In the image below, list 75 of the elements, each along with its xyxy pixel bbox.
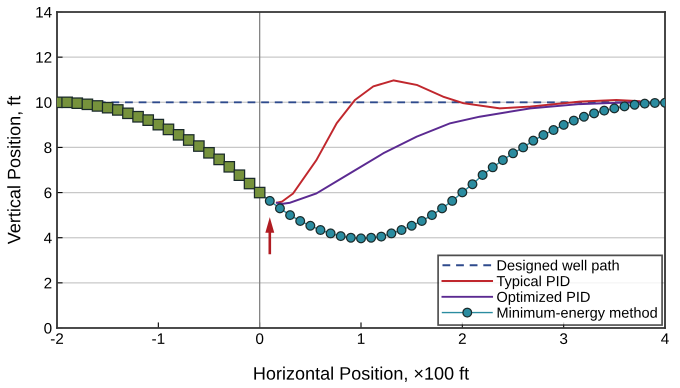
point [447, 196, 458, 206]
y-tick-label: 0 [44, 322, 52, 334]
y-tick-label: 12 [36, 52, 52, 63]
point [437, 203, 448, 214]
point [406, 220, 417, 231]
point [193, 140, 205, 152]
point [366, 232, 376, 243]
point [609, 103, 620, 114]
legend-label: Designed well path [498, 260, 619, 274]
y-tick-label: 10 [36, 97, 52, 108]
point [426, 210, 437, 220]
point [467, 179, 478, 190]
point [234, 169, 246, 182]
point [599, 106, 610, 116]
x-tick-label: -1 [152, 333, 164, 344]
point [538, 130, 548, 140]
point [376, 232, 386, 242]
point [203, 147, 215, 159]
point [508, 148, 518, 158]
point [650, 98, 660, 108]
point [92, 100, 104, 112]
x-tick-label: -2 [50, 333, 64, 344]
point [548, 125, 559, 136]
point [457, 187, 468, 198]
point [356, 233, 366, 244]
point [416, 216, 427, 226]
point [213, 154, 225, 166]
point [223, 161, 236, 173]
point [132, 110, 144, 123]
point [274, 203, 285, 214]
point [182, 134, 195, 146]
point [315, 225, 326, 236]
point [346, 232, 356, 243]
point [305, 220, 316, 231]
point [640, 98, 650, 109]
y-tick-label: 14 [36, 7, 52, 18]
point [518, 142, 528, 152]
point [578, 112, 589, 122]
x-tick-label: 3 [560, 333, 568, 344]
point [528, 136, 538, 146]
point [336, 231, 346, 242]
point [488, 162, 498, 172]
point [142, 114, 154, 126]
point [619, 101, 630, 112]
point [396, 225, 407, 236]
y-tick-label: 8 [44, 142, 52, 154]
y-tick-label: 2 [44, 278, 52, 288]
point [172, 128, 184, 141]
x-tick-label: 1 [358, 333, 365, 344]
x-tick-label: 4 [661, 333, 669, 344]
legend-label: Optimized PID [497, 291, 590, 305]
point [386, 228, 396, 238]
point [326, 228, 336, 238]
point [285, 210, 296, 220]
point [630, 100, 640, 110]
point [295, 216, 306, 226]
point [162, 124, 174, 136]
point [244, 178, 256, 190]
point [264, 196, 275, 206]
point [478, 170, 488, 180]
x-tick-label: 0 [256, 333, 264, 344]
point [498, 155, 508, 166]
point [122, 108, 134, 120]
point [152, 118, 164, 130]
x-tick-label: 2 [458, 333, 466, 344]
point [558, 120, 569, 130]
y-tick-label: 6 [44, 187, 52, 198]
point [568, 116, 579, 126]
y-axis-title: Vertical Position, ft [7, 96, 23, 244]
point [112, 104, 124, 116]
y-tick-label: 4 [44, 232, 52, 244]
legend-label: Minimum-energy method [498, 307, 657, 321]
legend-label: Typical PID [496, 276, 570, 290]
x-axis-title: Horizontal Position, ×100 ft [254, 366, 470, 382]
point [589, 108, 600, 118]
